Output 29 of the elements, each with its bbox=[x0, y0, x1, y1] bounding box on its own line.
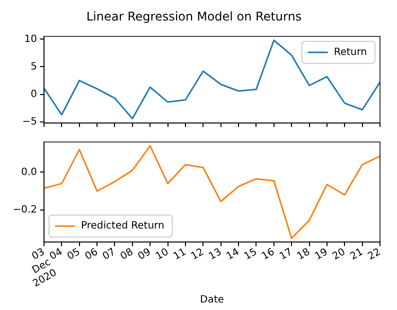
x-tick-label: 21 bbox=[348, 246, 366, 263]
x-tick-label: 18 bbox=[296, 246, 312, 263]
y-tick-label: 10 bbox=[24, 34, 37, 45]
chart-title: Linear Regression Model on Returns bbox=[86, 9, 302, 24]
x-tick-label: 16 bbox=[260, 246, 277, 263]
x-tick-label: 08 bbox=[118, 246, 136, 263]
y-tick-label: 0 bbox=[30, 88, 37, 100]
x-tick-label: 04 bbox=[48, 246, 64, 263]
x-axis-title: Date bbox=[200, 294, 224, 306]
x-tick-label: 06 bbox=[83, 246, 100, 263]
x-tick-label: 11 bbox=[172, 246, 188, 263]
y-tick-label: 5 bbox=[30, 61, 37, 72]
y-tick-label: −0.2 bbox=[12, 204, 37, 216]
y-tick-label: −5 bbox=[22, 116, 37, 128]
x-tick-label: 07 bbox=[101, 246, 118, 263]
x-tick-label: 09 bbox=[136, 246, 153, 263]
x-tick-label: 22 bbox=[366, 246, 383, 263]
x-tick-label: 15 bbox=[242, 246, 260, 263]
x-tick-label: 20 bbox=[330, 246, 348, 263]
x-tick-label: 12 bbox=[189, 246, 206, 263]
x-tick-label: 14 bbox=[224, 246, 242, 263]
x-tick-label: 17 bbox=[278, 246, 294, 263]
legend-label: Predicted Return bbox=[81, 220, 164, 232]
y-tick-label: 0.0 bbox=[21, 166, 37, 178]
x-tick-label: 05 bbox=[66, 246, 82, 263]
x-tick-label: 10 bbox=[154, 246, 171, 263]
legend-label: Return bbox=[334, 46, 368, 58]
x-tick-label: 13 bbox=[207, 246, 224, 263]
x-tick-label: 19 bbox=[313, 246, 330, 263]
